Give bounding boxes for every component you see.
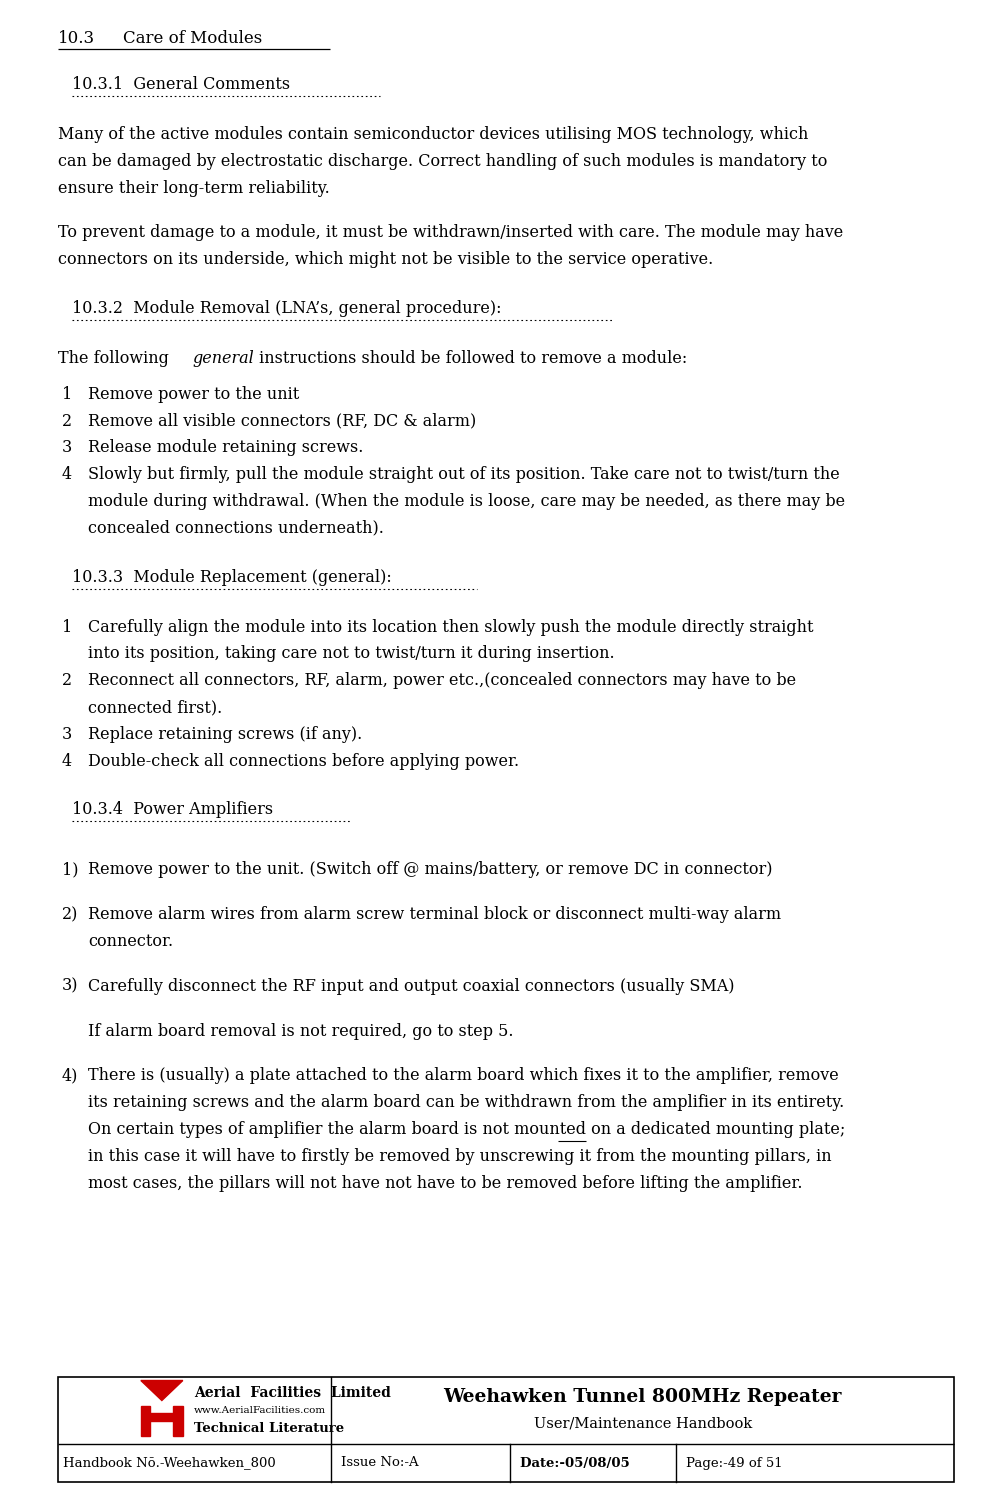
Text: There is (usually) a plate attached to the alarm board which fixes it to the amp: There is (usually) a plate attached to t… (88, 1067, 839, 1085)
Text: Care of Modules: Care of Modules (123, 30, 263, 48)
Text: concealed connections underneath).: concealed connections underneath). (88, 519, 384, 537)
Bar (58, 1377, 954, 1482)
Text: can be damaged by electrostatic discharge. Correct handling of such modules is m: can be damaged by electrostatic discharg… (58, 152, 828, 170)
Text: 10.3.4  Power Amplifiers: 10.3.4 Power Amplifiers (72, 801, 274, 819)
Text: its retaining screws and the alarm board can be withdrawn from the amplifier in : its retaining screws and the alarm board… (88, 1094, 845, 1112)
Text: 3): 3) (62, 977, 78, 995)
Text: 1: 1 (62, 386, 72, 403)
Text: 4: 4 (62, 466, 72, 483)
Text: The following: The following (58, 351, 174, 367)
Text: 2): 2) (62, 906, 78, 924)
Text: 3: 3 (62, 440, 72, 457)
Text: Carefully disconnect the RF input and output coaxial connectors (usually SMA): Carefully disconnect the RF input and ou… (88, 977, 734, 995)
Bar (173, 1405, 182, 1435)
Text: 10.3.3  Module Replacement (general):: 10.3.3 Module Replacement (general): (72, 568, 392, 585)
Text: connector.: connector. (88, 932, 173, 950)
Text: Remove alarm wires from alarm screw terminal block or disconnect multi-way alarm: Remove alarm wires from alarm screw term… (88, 906, 782, 924)
Text: If alarm board removal is not required, go to step 5.: If alarm board removal is not required, … (88, 1022, 513, 1040)
Text: www.AerialFacilities.com: www.AerialFacilities.com (193, 1405, 326, 1414)
Text: User/Maintenance Handbook: User/Maintenance Handbook (533, 1416, 752, 1431)
Text: ensure their long-term reliability.: ensure their long-term reliability. (58, 179, 330, 197)
Text: Release module retaining screws.: Release module retaining screws. (88, 440, 364, 457)
Text: Slowly but firmly, pull the module straight out of its position. Take care not t: Slowly but firmly, pull the module strai… (88, 466, 840, 483)
Text: Technical Literature: Technical Literature (193, 1422, 344, 1434)
Text: Carefully align the module into its location then slowly push the module directl: Carefully align the module into its loca… (88, 619, 814, 636)
Text: connected first).: connected first). (88, 698, 222, 716)
Text: Aerial  Facilities  Limited: Aerial Facilities Limited (193, 1386, 391, 1399)
Text: Reconnect all connectors, RF, alarm, power etc.,(concealed connectors may have t: Reconnect all connectors, RF, alarm, pow… (88, 673, 797, 689)
Text: Remove power to the unit: Remove power to the unit (88, 386, 300, 403)
Text: Double-check all connections before applying power.: Double-check all connections before appl… (88, 752, 519, 770)
Text: 10.3: 10.3 (58, 30, 95, 48)
Text: 3: 3 (62, 725, 72, 743)
Text: into its position, taking care not to twist/turn it during insertion.: into its position, taking care not to tw… (88, 646, 614, 662)
Bar (141, 1405, 150, 1435)
Text: Remove power to the unit. (Switch off @ mains/battery, or remove DC in connector: Remove power to the unit. (Switch off @ … (88, 861, 773, 879)
Text: 4): 4) (62, 1067, 78, 1085)
Text: 1): 1) (62, 861, 78, 879)
Text: 4: 4 (62, 752, 72, 770)
Text: connectors on its underside, which might not be visible to the service operative: connectors on its underside, which might… (58, 251, 713, 269)
Text: Remove all visible connectors (RF, DC & alarm): Remove all visible connectors (RF, DC & … (88, 413, 476, 430)
Polygon shape (141, 1380, 182, 1401)
Text: 2: 2 (62, 673, 72, 689)
Text: general: general (192, 351, 254, 367)
Text: To prevent damage to a module, it must be withdrawn/inserted with care. The modu: To prevent damage to a module, it must b… (58, 224, 844, 242)
Text: most cases, the pillars will not have not have to be removed before lifting the : most cases, the pillars will not have no… (88, 1174, 803, 1192)
Text: 1: 1 (62, 619, 72, 636)
Text: Page:-49 of 51: Page:-49 of 51 (686, 1456, 783, 1470)
Text: On certain types of amplifier the alarm board is not mounted on a dedicated moun: On certain types of amplifier the alarm … (88, 1120, 846, 1138)
Text: Replace retaining screws (if any).: Replace retaining screws (if any). (88, 725, 363, 743)
Text: in this case it will have to firstly be removed by unscrewing it from the mounti: in this case it will have to firstly be … (88, 1147, 832, 1165)
Text: 10.3.2  Module Removal (LNA’s, general procedure):: 10.3.2 Module Removal (LNA’s, general pr… (72, 300, 501, 316)
Text: 2: 2 (62, 413, 72, 430)
Text: Many of the active modules contain semiconductor devices utilising MOS technolog: Many of the active modules contain semic… (58, 125, 809, 143)
Text: instructions should be followed to remove a module:: instructions should be followed to remov… (254, 351, 687, 367)
Text: Handbook Nō.-Weehawken_800: Handbook Nō.-Weehawken_800 (63, 1456, 276, 1470)
Text: Issue No:-A: Issue No:-A (342, 1456, 419, 1470)
Text: module during withdrawal. (When the module is loose, care may be needed, as ther: module during withdrawal. (When the modu… (88, 492, 845, 510)
Bar (150, 1413, 173, 1420)
Text: Date:​-05/08/05: Date:​-05/08/05 (520, 1456, 630, 1470)
Text: 10.3.1  General Comments: 10.3.1 General Comments (72, 76, 291, 93)
Text: Weehawken Tunnel 800MHz Repeater: Weehawken Tunnel 800MHz Repeater (444, 1389, 842, 1407)
